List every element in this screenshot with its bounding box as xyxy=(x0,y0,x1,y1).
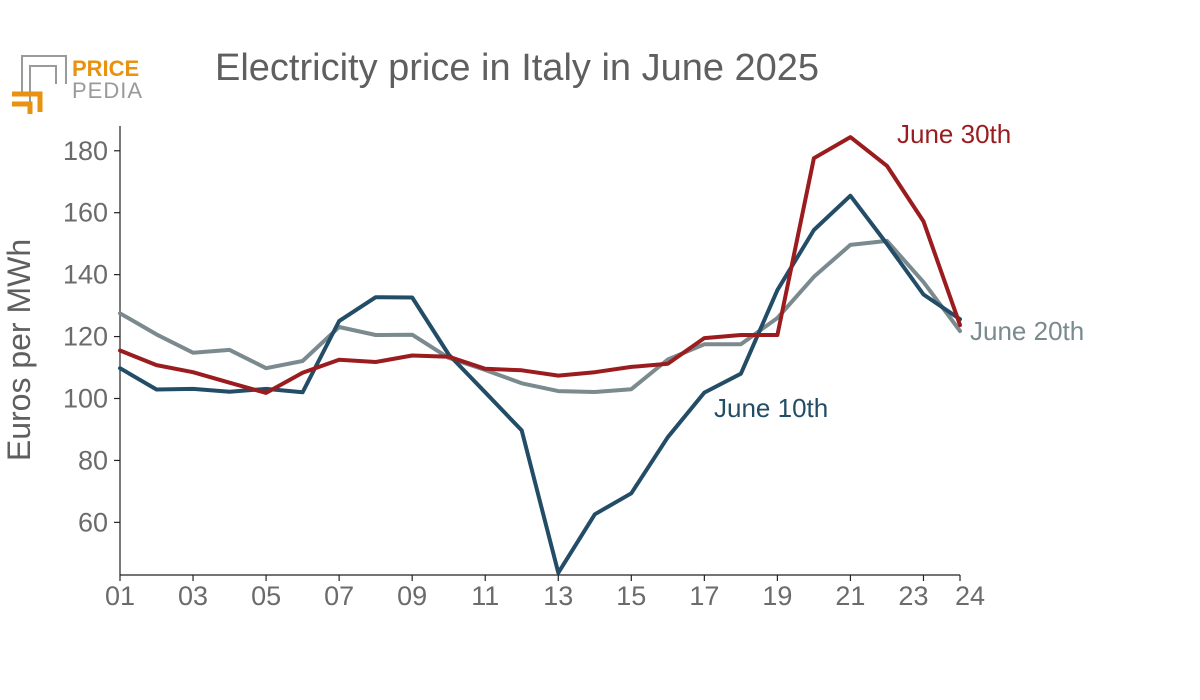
chart-title: Electricity price in Italy in June 2025 xyxy=(215,47,819,89)
x-tick-label: 15 xyxy=(616,581,646,611)
series-label-june20: June 20th xyxy=(970,316,1084,346)
x-tick-label: 17 xyxy=(689,581,719,611)
logo-text-pedia: PEDIA xyxy=(72,78,143,103)
series-layer xyxy=(118,135,962,575)
x-tick-label: 05 xyxy=(251,581,281,611)
x-tick-label: 03 xyxy=(178,581,208,611)
x-tick-label: 13 xyxy=(543,581,573,611)
axes: 60 80 100 120 140 160 180 01 03 05 07 09 11 13 15 17 19 2… xyxy=(63,126,985,611)
x-tick-label: 09 xyxy=(397,581,427,611)
series-line-june20 xyxy=(118,238,962,394)
x-tick-label: 23 xyxy=(898,581,928,611)
y-tick-label: 60 xyxy=(78,507,108,537)
x-tick-label: 24 xyxy=(955,581,985,611)
logo-text-price: PRICE xyxy=(72,56,139,81)
y-tick-label: 80 xyxy=(78,445,108,475)
x-tick-label: 07 xyxy=(324,581,354,611)
y-axis-label: Euros per MWh xyxy=(1,239,37,461)
series-line-june10 xyxy=(118,193,962,575)
y-tick-label: 100 xyxy=(63,383,108,413)
x-tick-label: 11 xyxy=(471,581,499,611)
x-tick-label: 01 xyxy=(105,581,135,611)
pricepedia-logo: PRICE PEDIA xyxy=(12,55,143,114)
series-label-june10: June 10th xyxy=(714,393,828,423)
y-tick-label: 140 xyxy=(63,260,108,290)
series-line-june30 xyxy=(118,135,962,395)
logo-mark xyxy=(12,55,67,114)
x-tick-label: 21 xyxy=(835,581,865,611)
y-tick-label: 120 xyxy=(63,322,108,352)
series-label-june30: June 30th xyxy=(897,119,1011,149)
x-tick-label: 19 xyxy=(762,581,792,611)
y-tick-label: 160 xyxy=(63,198,108,228)
y-tick-label: 180 xyxy=(63,136,108,166)
